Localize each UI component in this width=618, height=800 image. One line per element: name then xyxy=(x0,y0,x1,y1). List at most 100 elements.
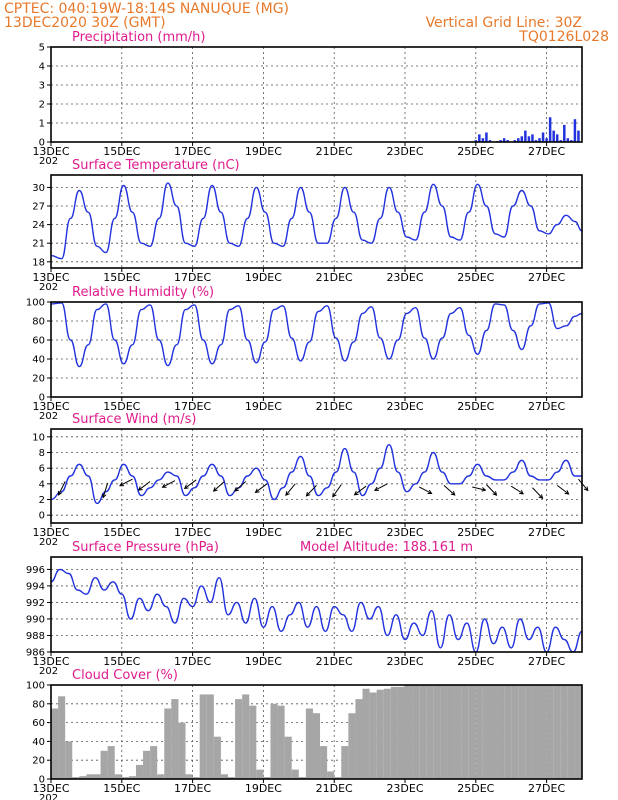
wind-arrow-head xyxy=(254,488,260,494)
y-tick-label: 27 xyxy=(32,202,45,213)
wind-arrow xyxy=(213,481,225,492)
x-tick-label: 17DEC xyxy=(174,145,211,158)
x-tick-label: 13DEC xyxy=(32,782,69,795)
data-bar xyxy=(488,140,492,142)
wind-arrow-head xyxy=(101,493,107,499)
data-bar xyxy=(298,777,306,779)
x-tick-label: 27DEC xyxy=(528,526,565,539)
x-tick-label: 19DEC xyxy=(245,782,282,795)
data-bar xyxy=(474,140,478,142)
data-bar xyxy=(199,694,207,779)
x-tick-label: 27DEC xyxy=(528,145,565,158)
y-tick-label: 4 xyxy=(39,62,45,73)
wind-arrow-head xyxy=(234,487,239,492)
wind-arrow xyxy=(138,481,151,491)
wind-arrow xyxy=(184,479,197,489)
panel-title: Surface Pressure (hPa) xyxy=(72,540,219,555)
y-tick-label: 60 xyxy=(32,718,45,729)
year-fragment: 202 xyxy=(39,156,58,167)
data-bar xyxy=(369,692,377,779)
data-bar xyxy=(93,774,101,779)
data-bar xyxy=(305,708,313,779)
wind-arrow xyxy=(58,481,66,496)
y-tick-label: 80 xyxy=(32,699,45,710)
year-fragment: 202 xyxy=(39,666,58,677)
wind-arrow-head xyxy=(427,489,433,495)
wind-arrow xyxy=(119,478,133,487)
y-tick-label: 4 xyxy=(39,479,45,490)
header-station: CPTEC: 040:19W-18:14S NANUQUE (MG) xyxy=(4,1,289,17)
data-bar xyxy=(560,685,568,779)
data-bar xyxy=(541,132,545,142)
panel-frame xyxy=(50,46,583,143)
year-fragment: 202 xyxy=(39,282,58,293)
x-tick-label: 17DEC xyxy=(174,400,211,413)
data-bar xyxy=(150,746,158,779)
y-tick-label: 60 xyxy=(32,336,45,347)
x-tick-label: 21DEC xyxy=(316,271,353,284)
y-tick-label: 21 xyxy=(32,239,45,250)
y-tick-label: 996 xyxy=(26,565,45,576)
x-tick-label: 25DEC xyxy=(457,145,494,158)
panel-title: Precipitation (mm/h) xyxy=(72,30,205,45)
wind-arrow-head xyxy=(305,491,311,497)
x-tick-label: 27DEC xyxy=(528,271,565,284)
y-tick-label: 0 xyxy=(39,511,45,522)
wind-arrow-head xyxy=(137,486,143,491)
wind-arrow xyxy=(578,478,589,491)
data-bar xyxy=(51,708,59,779)
data-bar xyxy=(256,769,264,779)
header-run-date: 13DEC2020 30Z (GMT) xyxy=(4,15,166,31)
y-tick-label: 10 xyxy=(32,432,45,443)
y-tick-label: 8 xyxy=(39,448,45,459)
y-tick-label: 24 xyxy=(32,220,45,231)
panel-frame xyxy=(50,301,583,398)
data-bar xyxy=(482,685,490,779)
x-tick-label: 21DEC xyxy=(316,400,353,413)
x-tick-label: 21DEC xyxy=(316,526,353,539)
x-tick-label: 23DEC xyxy=(386,145,423,158)
panel-4: 986 988 990 992 994 996 13DEC 15DEC 17DEC 19DEC 21… xyxy=(26,540,583,677)
x-tick-label: 25DEC xyxy=(457,655,494,668)
x-tick-label: 23DEC xyxy=(386,526,423,539)
wind-arrow xyxy=(306,485,317,497)
x-tick-label: 15DEC xyxy=(103,655,140,668)
data-bar xyxy=(499,140,502,142)
data-bar xyxy=(334,777,342,779)
x-tick-label: 17DEC xyxy=(174,526,211,539)
data-bar xyxy=(348,713,356,779)
x-tick-label: 13DEC xyxy=(32,526,69,539)
data-bar xyxy=(362,688,370,779)
data-bar xyxy=(79,776,87,779)
data-bar xyxy=(383,688,391,779)
data-bar xyxy=(552,130,555,142)
panel-title: Cloud Cover (%) xyxy=(72,668,178,683)
wind-arrow-head xyxy=(519,490,525,495)
y-tick-label: 0 xyxy=(39,393,45,404)
data-bar xyxy=(553,685,561,779)
data-bar xyxy=(419,685,427,779)
x-tick-label: 23DEC xyxy=(386,782,423,795)
data-bar xyxy=(164,708,172,779)
wind-arrow-head xyxy=(564,490,570,495)
panel-frame xyxy=(50,684,583,780)
data-bar xyxy=(213,736,221,779)
y-tick-label: 2 xyxy=(39,495,45,506)
data-bar xyxy=(567,685,575,779)
data-bar xyxy=(341,746,349,779)
wind-arrow xyxy=(510,485,524,495)
data-bar xyxy=(263,777,271,779)
data-bar xyxy=(506,140,509,142)
data-bar xyxy=(478,134,481,142)
wind-arrow-head xyxy=(285,491,290,496)
x-tick-label: 25DEC xyxy=(457,271,494,284)
data-bar xyxy=(171,699,179,779)
data-bar xyxy=(291,769,299,779)
wind-arrow xyxy=(532,487,543,499)
y-tick-label: 80 xyxy=(32,317,45,328)
data-bar xyxy=(461,685,469,779)
panel-title: Relative Humidity (%) xyxy=(72,285,214,300)
data-bar xyxy=(58,696,66,779)
wind-arrow-head xyxy=(492,491,498,496)
